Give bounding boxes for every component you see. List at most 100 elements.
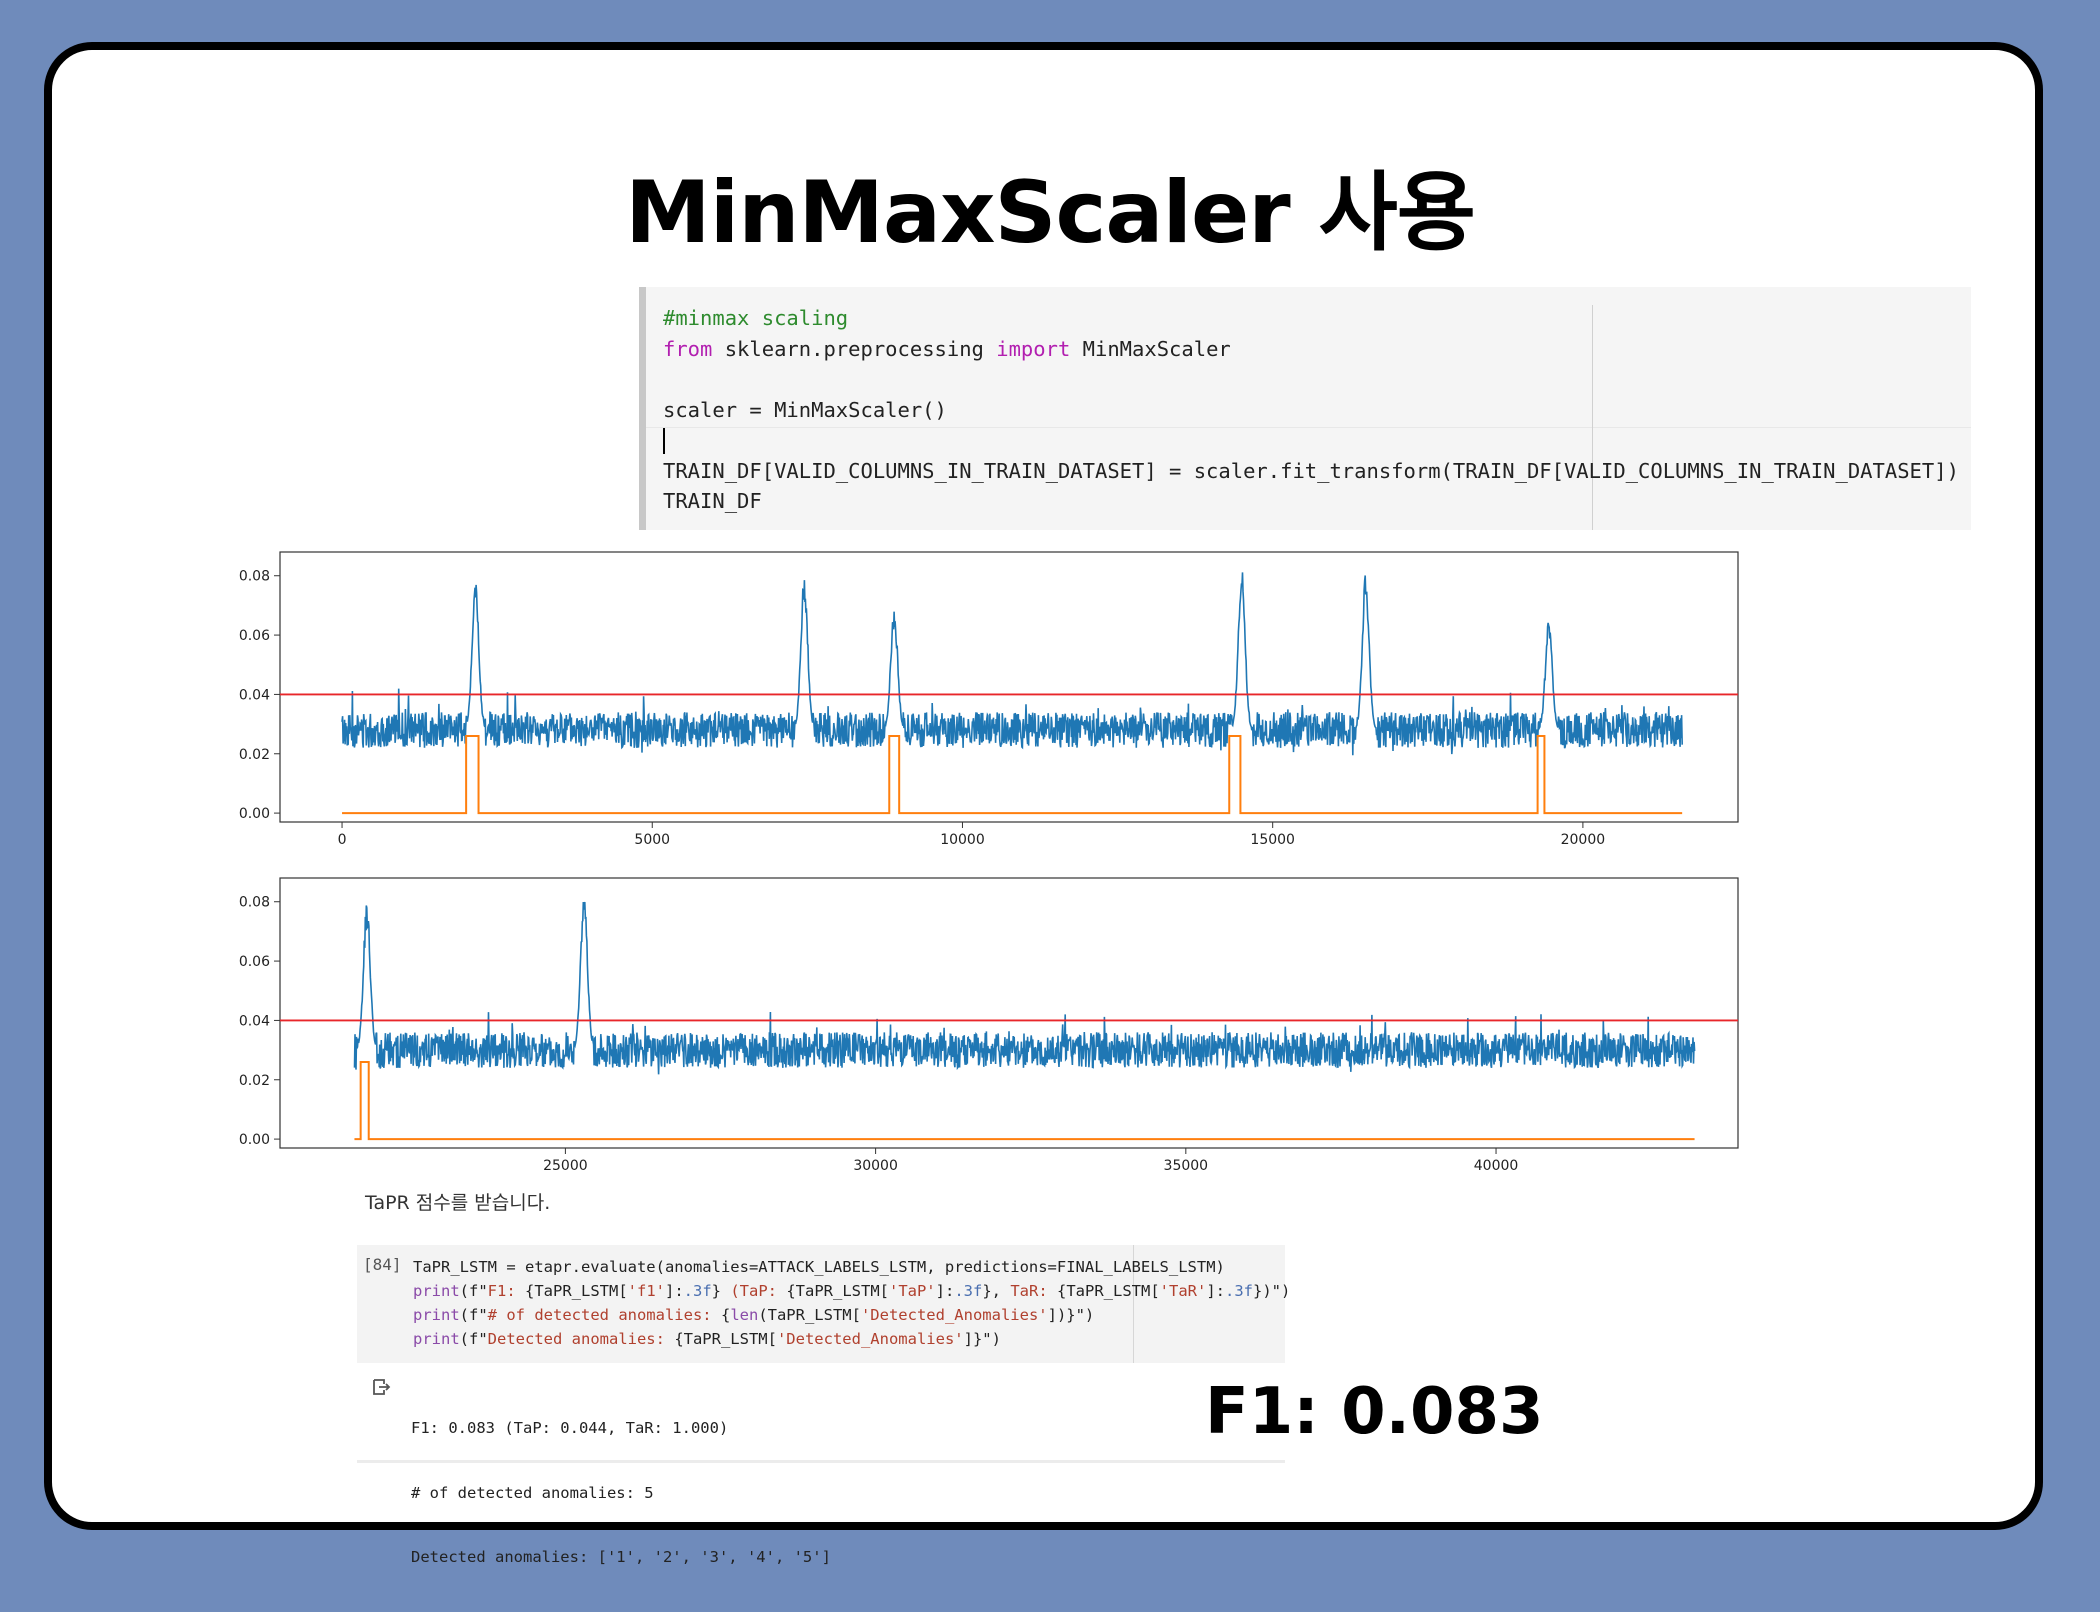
x-tick-label: 25000	[543, 1158, 588, 1174]
code-token: 'TaP'	[888, 1282, 936, 1300]
code-token: (TaP:	[730, 1282, 787, 1300]
code-token: len	[730, 1306, 759, 1324]
plot-area	[279, 877, 1739, 1149]
code-line	[663, 364, 1959, 395]
anomaly-score-line	[341, 572, 1683, 756]
code-token: (f"	[459, 1282, 488, 1300]
code-token: TRAIN_DF[VALID_COLUMNS_IN_TRAIN_DATASET]…	[663, 458, 1959, 483]
attack-label-line	[342, 734, 1683, 815]
code-token: # of detected anomalies:	[487, 1306, 721, 1324]
code-token: 'f1'	[627, 1282, 665, 1300]
code-line: #minmax scaling	[663, 303, 1959, 334]
code-token: ]:	[664, 1282, 684, 1300]
code-token: {TaPR_LSTM[	[786, 1282, 889, 1300]
code-line: print(f"Detected anomalies: {TaPR_LSTM['…	[413, 1327, 1290, 1351]
code-editor[interactable]: TaPR_LSTM = etapr.evaluate(anomalies=ATT…	[413, 1255, 1290, 1351]
x-tick-label: 15000	[1250, 832, 1295, 848]
code-line: print(f"# of detected anomalies: {len(Ta…	[413, 1303, 1290, 1327]
code-token: ])}")	[1047, 1306, 1095, 1324]
x-tick-label: 10000	[940, 832, 985, 848]
code-token: .3f	[1225, 1282, 1253, 1300]
code-token: (f"	[459, 1306, 488, 1324]
x-tick-label: 35000	[1164, 1158, 1209, 1174]
code-token: }	[711, 1282, 731, 1300]
code-token: })")	[1253, 1282, 1291, 1300]
code-token: from	[663, 336, 713, 361]
code-token: TaPR_LSTM = etapr.evaluate(anomalies=ATT…	[413, 1258, 1225, 1276]
y-tick-label: 0.02	[239, 1073, 270, 1089]
y-tick-label: 0.02	[239, 747, 270, 763]
output-line: Detected anomalies: ['1', '2', '3', '4',…	[411, 1548, 831, 1566]
code-token: print	[413, 1330, 460, 1348]
attack-label-line	[354, 1060, 1695, 1141]
code-line: TRAIN_DF	[663, 486, 1959, 517]
code-token: (TaPR_LSTM[	[758, 1306, 861, 1324]
y-tick-label: 0.06	[239, 954, 270, 970]
line-length-ruler	[1592, 305, 1593, 530]
line-length-ruler	[1133, 1245, 1134, 1363]
active-line-highlight	[646, 427, 1971, 428]
code-token: ]:	[1206, 1282, 1225, 1300]
code-token: TaR:	[1010, 1282, 1057, 1300]
code-token: print	[413, 1306, 460, 1324]
x-tick-label: 30000	[853, 1158, 898, 1174]
code-cell-scaling[interactable]: #minmax scaling from sklearn.preprocessin…	[639, 287, 1971, 530]
code-token: 'TaR'	[1159, 1282, 1207, 1300]
code-token: .3f	[954, 1282, 983, 1300]
y-tick-label: 0.08	[239, 569, 270, 585]
output-line: F1: 0.083 (TaP: 0.044, TaR: 1.000)	[411, 1419, 729, 1437]
anomaly-plot-train-range: 0.00 0.02 0.04 0.06 0.08 0 5000 10000 15000 20000	[200, 548, 1840, 848]
x-tick-label: 40000	[1474, 1158, 1519, 1174]
code-token: {TaPR_LSTM[	[1057, 1282, 1160, 1300]
x-tick-label: 5000	[634, 832, 670, 848]
code-token: scaler = MinMaxScaler()	[663, 397, 947, 422]
y-tick-label: 0.00	[239, 1132, 270, 1148]
code-token: (f"	[459, 1330, 488, 1348]
code-token: {TaPR_LSTM[	[674, 1330, 777, 1348]
output-redirect-icon[interactable]	[371, 1377, 391, 1397]
y-tick-label: 0.04	[239, 687, 270, 703]
output-text: F1: 0.083 (TaP: 0.044, TaR: 1.000) # of …	[411, 1375, 831, 1612]
code-token: ]:	[935, 1282, 955, 1300]
execution-count: [84]	[363, 1255, 402, 1274]
code-token: 'Detected_Anomalies'	[776, 1330, 964, 1348]
anomaly-plot-svg: 0.00 0.02 0.04 0.06 0.08 0 5000 10000 15000 20000	[239, 551, 1739, 848]
f1-score-callout: F1: 0.083	[1205, 1375, 1544, 1449]
x-tick-label: 0	[338, 832, 347, 848]
code-token: ]}")	[963, 1330, 1001, 1348]
slide-title: MinMaxScaler 사용	[625, 163, 1476, 263]
y-tick-label: 0.00	[239, 806, 270, 822]
code-token: {TaPR_LSTM[	[525, 1282, 628, 1300]
y-tick-label: 0.04	[239, 1013, 270, 1029]
tapr-markdown-text: TaPR 점수를 받습니다.	[365, 1192, 551, 1214]
code-line: print(f"F1: {TaPR_LSTM['f1']:.3f} (TaP: …	[413, 1279, 1290, 1303]
code-editor[interactable]: #minmax scaling from sklearn.preprocessin…	[663, 303, 1959, 517]
code-token: #minmax scaling	[663, 306, 849, 330]
anomaly-plot-svg: 0.00 0.02 0.04 0.06 0.08 25000 30000 35000 40000	[239, 877, 1739, 1174]
code-line: TaPR_LSTM = etapr.evaluate(anomalies=ATT…	[413, 1255, 1290, 1279]
code-token: TRAIN_DF	[663, 489, 762, 513]
x-tick-label: 20000	[1561, 832, 1606, 848]
code-token: print	[413, 1282, 460, 1300]
text-cursor	[663, 428, 665, 454]
anomaly-plot-second-range: 0.00 0.02 0.04 0.06 0.08 25000 30000 35000 40000	[200, 874, 1840, 1174]
code-token: .3f	[683, 1282, 712, 1300]
code-token: F1:	[487, 1282, 525, 1300]
code-token: {	[720, 1306, 731, 1324]
y-tick-label: 0.06	[239, 628, 270, 644]
code-line: scaler = MinMaxScaler()	[663, 395, 1959, 426]
code-token: import	[996, 336, 1071, 361]
output-line: # of detected anomalies: 5	[411, 1483, 654, 1502]
code-line: from sklearn.preprocessing import MinMax…	[663, 334, 1959, 365]
code-token: Detected anomalies:	[487, 1330, 675, 1348]
code-token: sklearn.preprocessing	[712, 336, 997, 361]
code-cell-evaluate[interactable]: [84] TaPR_LSTM = etapr.evaluate(anomalie…	[357, 1245, 1290, 1363]
code-token: MinMaxScaler	[1070, 336, 1231, 361]
code-line	[663, 425, 1959, 456]
y-tick-label: 0.08	[239, 895, 270, 911]
code-token: 'Detected_Anomalies'	[860, 1306, 1048, 1324]
cell-output: F1: 0.083 (TaP: 0.044, TaR: 1.000) # of …	[357, 1367, 1285, 1566]
code-token: },	[982, 1282, 1011, 1300]
code-line: TRAIN_DF[VALID_COLUMNS_IN_TRAIN_DATASET]…	[663, 456, 1959, 487]
plot-area	[279, 551, 1739, 823]
